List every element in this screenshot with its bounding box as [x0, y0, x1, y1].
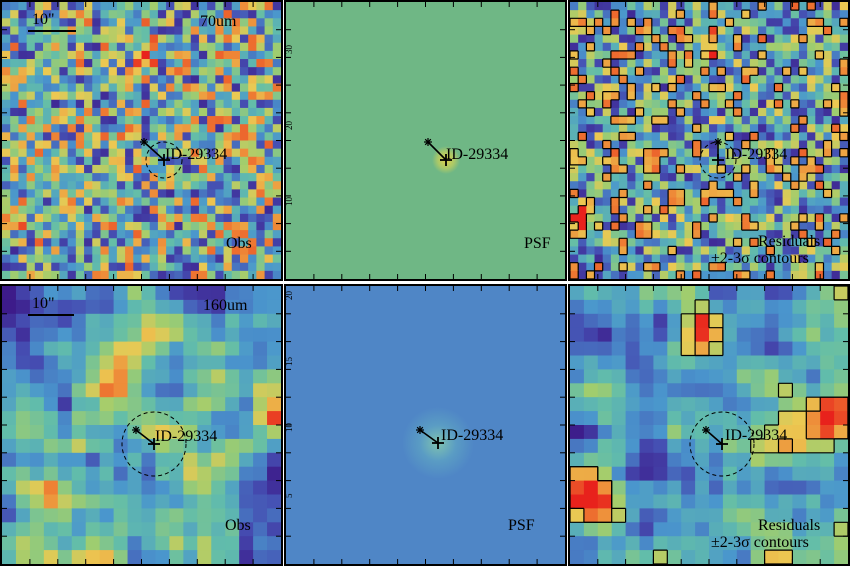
psf-160um-map: 20 15 10 5 — [286, 286, 565, 564]
offset-line — [143, 141, 165, 161]
axis-tick-label: 20 — [286, 121, 294, 131]
cross-marker — [158, 154, 170, 166]
psf-background — [286, 2, 565, 279]
offset-line — [135, 429, 155, 445]
cross-marker — [716, 438, 728, 450]
residual-70um-map — [570, 2, 848, 279]
panel-label-contours: ±2-3σ contours — [711, 534, 809, 551]
obs-70um-panel: 10" 70um ID-29334 Obs — [0, 0, 283, 281]
source-label: ID-29334 — [165, 146, 228, 163]
psf-70um-map: 30 20 10 — [286, 2, 565, 279]
scale-bar — [28, 30, 76, 32]
cross-marker — [440, 154, 452, 166]
contour-line — [570, 313, 848, 523]
psf-70um-panel: 30 20 10 ID-29334 PSF — [284, 0, 567, 281]
panel-label-residuals: Residuals — [758, 517, 821, 534]
beam-circle — [689, 411, 755, 477]
panel-label-contours: ±2-3σ contours — [711, 250, 809, 267]
scale-bar-label: 10" — [32, 295, 55, 312]
beam-circle — [699, 141, 737, 179]
cross-marker — [148, 438, 160, 450]
panel-label-residuals: Residuals — [758, 233, 821, 250]
cross-marker — [432, 437, 444, 449]
scale-bar-label: 10" — [32, 11, 55, 28]
residual-70um-panel: ID-29334 Residuals ±2-3σ contours — [568, 0, 850, 281]
band-label: 160um — [203, 297, 248, 314]
source-label: ID-29334 — [155, 428, 218, 445]
panel-label-obs: Obs — [226, 235, 252, 252]
panel-label-psf: PSF — [508, 517, 535, 534]
obs-160um-panel: 10" 160um ID-29334 Obs — [0, 284, 283, 566]
residual-160um-panel: ID-29334 Residuals ±2-3σ contours — [568, 284, 850, 566]
axis-tick-label: 5 — [286, 493, 294, 498]
panel-label-obs: Obs — [225, 517, 251, 534]
source-label: ID-29334 — [446, 146, 509, 163]
band-label: 70um — [200, 13, 237, 30]
offset-line — [427, 141, 447, 161]
beam-circle — [121, 411, 187, 477]
source-label: ID-29334 — [725, 146, 788, 163]
scale-bar — [28, 314, 74, 316]
source-label: ID-29334 — [441, 427, 504, 444]
panel-label-psf: PSF — [524, 235, 551, 252]
residual-160um-map — [570, 286, 848, 564]
contour-line — [570, 2, 848, 279]
cross-marker — [712, 154, 724, 166]
axis-tick-label: 10 — [286, 423, 294, 433]
obs-70um-map — [2, 2, 281, 279]
axis-tick-label: 10 — [286, 197, 294, 207]
source-label: ID-29334 — [725, 427, 788, 444]
psf-160um-panel: 20 15 10 5 ID-29334 PSF — [284, 284, 567, 566]
axis-tick-label: 15 — [286, 357, 294, 367]
offset-line — [419, 429, 439, 444]
axis-tick-label: 30 — [286, 45, 294, 55]
axis-tick-label: 20 — [286, 291, 294, 301]
beam-circle — [145, 141, 183, 179]
offset-line — [705, 429, 723, 445]
obs-160um-map — [2, 286, 281, 564]
